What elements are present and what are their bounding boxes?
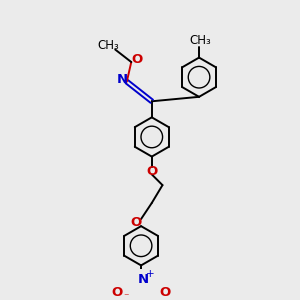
- Text: O: O: [146, 165, 158, 178]
- Text: N: N: [137, 273, 148, 286]
- Text: ⁻: ⁻: [123, 292, 129, 300]
- Text: O: O: [111, 286, 123, 299]
- Text: +: +: [146, 269, 154, 279]
- Text: O: O: [131, 53, 142, 66]
- Text: O: O: [130, 216, 141, 229]
- Text: N: N: [117, 74, 128, 86]
- Text: O: O: [160, 286, 171, 299]
- Text: CH₃: CH₃: [189, 34, 211, 47]
- Text: CH₃: CH₃: [97, 39, 119, 52]
